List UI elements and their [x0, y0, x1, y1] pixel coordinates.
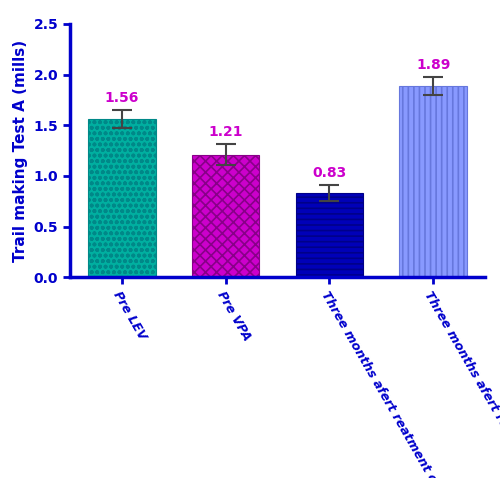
Bar [400, 86, 467, 277]
Text: 0.83: 0.83 [312, 166, 346, 180]
Y-axis label: Trail making Test A (mills): Trail making Test A (mills) [13, 40, 28, 261]
Bar [296, 193, 363, 277]
Text: 1.56: 1.56 [104, 91, 139, 105]
Bar [192, 154, 260, 277]
Text: 1.89: 1.89 [416, 57, 450, 72]
Bar [88, 119, 156, 277]
Text: 1.21: 1.21 [208, 125, 243, 140]
